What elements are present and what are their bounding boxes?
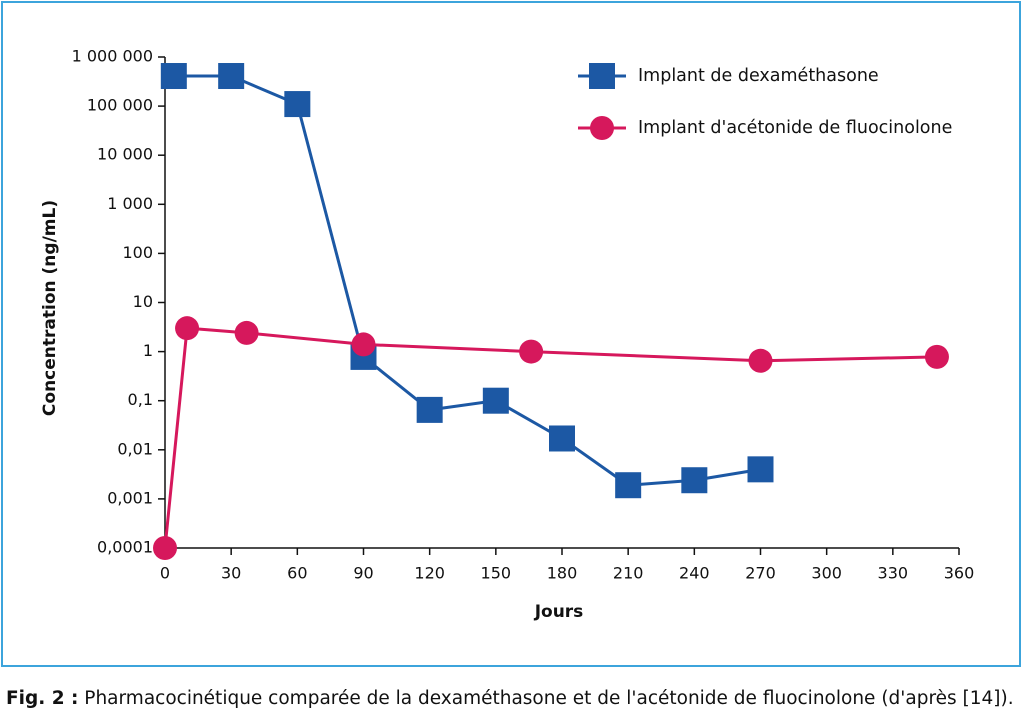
data-point [681, 467, 708, 494]
y-tick-label: 0,0001 [97, 538, 153, 557]
y-tick-label: 0,01 [117, 439, 153, 458]
y-tick-label: 1 [143, 341, 153, 360]
legend-label: Implant d'acétonide de fluocinolone [638, 118, 952, 138]
data-point [748, 348, 773, 373]
data-point [153, 536, 177, 560]
x-tick-label: 150 [481, 564, 512, 583]
legend-marker [589, 63, 615, 89]
y-tick-label: 10 000 [97, 145, 153, 164]
y-tick-label: 100 000 [87, 96, 153, 115]
data-point [234, 320, 259, 345]
data-point [924, 344, 949, 369]
series-line [173, 74, 761, 487]
data-point [351, 332, 376, 357]
chart: Concentration (ng/mL) Jours 0,0001 0,001 0… [1, 1, 1021, 667]
frame [1, 1, 1021, 667]
data-point [284, 91, 311, 118]
data-point [160, 63, 187, 90]
x-tick-label: 330 [878, 564, 909, 583]
y-tick-label: 1 000 000 [72, 47, 153, 66]
x-tick-label: 360 [944, 564, 975, 583]
caption: Fig. 2 : Pharmacocinétique comparée de l… [6, 688, 1014, 709]
caption-text: Pharmacocinétique comparée de la dexamét… [84, 688, 1014, 709]
legend-label: Implant de dexaméthasone [638, 66, 879, 86]
legend-marker [590, 116, 614, 140]
x-tick-label: 30 [221, 564, 241, 583]
x-tick-label: 60 [287, 564, 307, 583]
data-point [218, 63, 245, 90]
data-point [416, 396, 443, 423]
x-tick-label: 0 [160, 564, 170, 583]
y-tick-label: 1 000 [107, 194, 153, 213]
data-point [549, 425, 575, 452]
x-tick-label: 210 [613, 564, 644, 583]
x-tick-label: 240 [679, 564, 710, 583]
x-tick-label: 180 [547, 564, 578, 583]
y-axis-label: Concentration (ng/mL) [40, 200, 60, 416]
x-tick-label: 270 [745, 564, 776, 583]
y-tick-label: 0,1 [128, 390, 153, 409]
y-tick-label: 0,001 [107, 488, 153, 507]
y-tick-label: 100 [122, 243, 153, 262]
x-axis-label: Jours [534, 602, 584, 622]
data-point [519, 339, 544, 364]
y-tick-label: 10 [133, 292, 153, 311]
x-tick-label: 90 [353, 564, 373, 583]
data-point [482, 387, 509, 414]
data-point [747, 456, 774, 483]
x-tick-label: 120 [414, 564, 445, 583]
data-point [175, 316, 200, 341]
x-tick-label: 300 [811, 564, 842, 583]
caption-label: Fig. 2 : [6, 688, 79, 709]
data-point [615, 472, 642, 499]
